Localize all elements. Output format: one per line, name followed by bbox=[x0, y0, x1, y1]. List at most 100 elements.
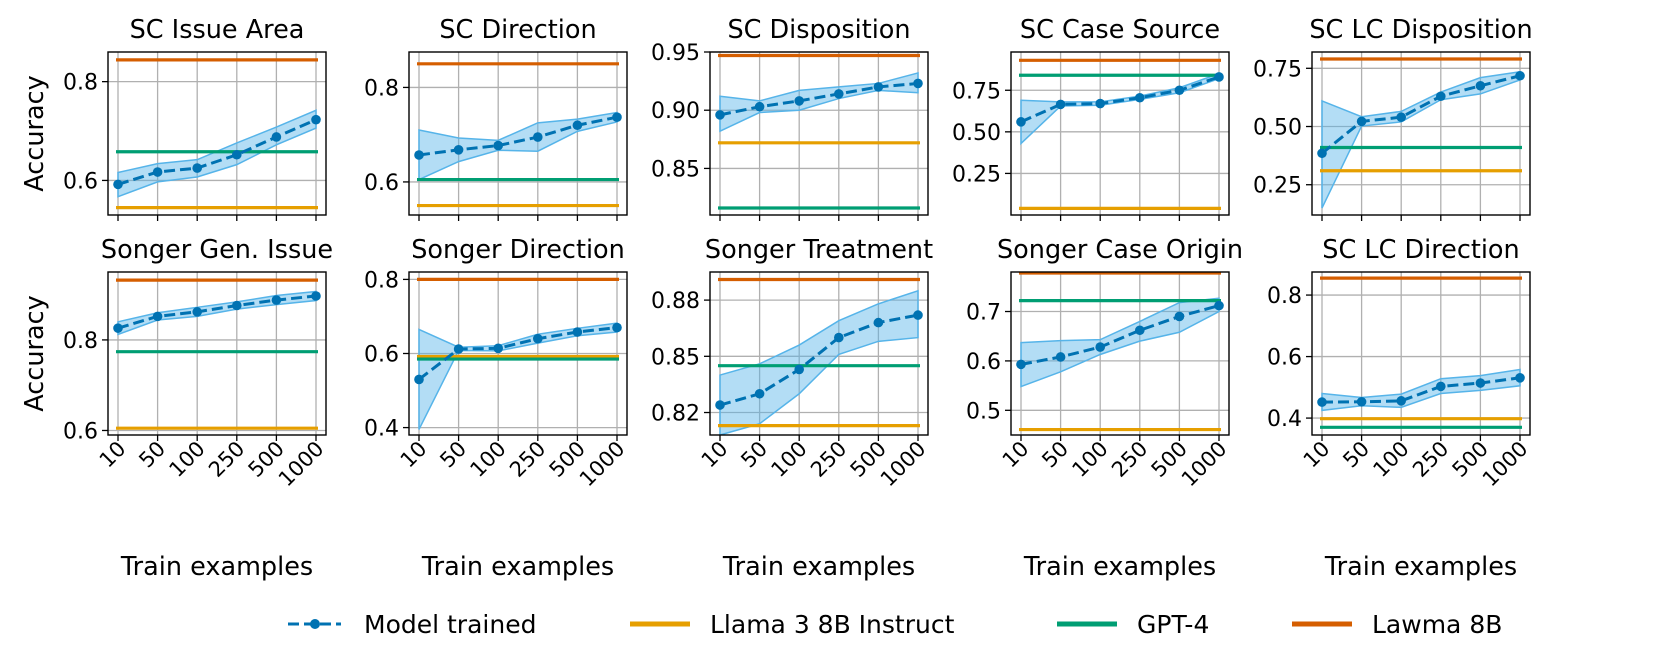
axes-frame bbox=[709, 51, 929, 216]
data-point bbox=[1436, 91, 1446, 102]
data-point bbox=[271, 295, 282, 305]
data-point bbox=[1515, 372, 1525, 383]
series-line-model-trained bbox=[719, 81, 919, 117]
x-tick-label: 10 bbox=[95, 437, 131, 473]
x-tick-label: 250 bbox=[1107, 437, 1152, 482]
x-tick-label: 100 bbox=[465, 437, 510, 482]
x-axis-label: Train examples bbox=[120, 552, 313, 582]
subplot-title: Songer Treatment bbox=[705, 235, 933, 265]
y-tick-label: 0.8 bbox=[1267, 284, 1302, 309]
data-point bbox=[192, 307, 202, 317]
y-tick-label: 0.25 bbox=[1253, 174, 1302, 199]
y-tick-label: 0.4 bbox=[1267, 407, 1302, 432]
data-point bbox=[834, 89, 844, 99]
x-tick-label: 250 bbox=[1408, 437, 1453, 482]
data-point bbox=[533, 333, 543, 344]
series-line-model-trained bbox=[117, 118, 317, 186]
subplot-sc-issue-area: 0.6 0.8 SC Issue Area Accuracy bbox=[20, 15, 327, 221]
legend-label: Lawma 8B bbox=[1372, 610, 1502, 639]
axes-frame bbox=[1010, 271, 1230, 436]
data-point bbox=[1396, 396, 1406, 406]
axes-frame bbox=[408, 51, 628, 216]
subplot-title: SC Direction bbox=[439, 15, 596, 45]
data-point bbox=[493, 343, 504, 354]
legend-item-lawma-8b: Lawma 8B bbox=[1292, 610, 1502, 639]
x-tick-label: 50 bbox=[1037, 437, 1073, 473]
x-tick-label: 10 bbox=[396, 437, 432, 473]
data-point bbox=[1214, 72, 1224, 82]
axes-frame bbox=[709, 271, 929, 436]
data-point bbox=[1135, 92, 1145, 103]
data-point bbox=[311, 291, 321, 301]
confidence-band bbox=[418, 322, 618, 430]
confidence-band bbox=[117, 109, 317, 198]
x-tick-label: 100 bbox=[1368, 437, 1413, 482]
confidence-band bbox=[117, 290, 317, 336]
y-tick-label: 0.25 bbox=[952, 162, 1001, 187]
series-line-model-trained bbox=[418, 115, 618, 157]
subplot-title: SC Case Source bbox=[1020, 15, 1220, 45]
data-point bbox=[232, 149, 242, 160]
x-tick-label: 50 bbox=[435, 437, 471, 473]
data-point bbox=[873, 317, 884, 328]
y-tick-label: 0.4 bbox=[364, 417, 399, 442]
x-tick-label: 100 bbox=[164, 437, 209, 482]
data-point bbox=[1135, 325, 1145, 336]
subplot-grid: 0.6 0.8 SC Issue Area Accuracy 0.6 0.8 SC Dire… bbox=[20, 15, 1533, 582]
axes-frame bbox=[1311, 51, 1531, 216]
y-tick-label: 0.95 bbox=[651, 41, 700, 66]
data-point bbox=[1055, 352, 1066, 362]
confidence-band bbox=[1321, 70, 1521, 209]
subplot-title: SC Disposition bbox=[727, 15, 910, 45]
y-tick-label: 0.82 bbox=[651, 402, 700, 427]
legend-item-model-trained: Model trained bbox=[288, 610, 536, 639]
x-tick-label: 50 bbox=[1338, 437, 1374, 473]
data-point bbox=[715, 400, 725, 410]
subplot-sc-case-source: 0.25 0.50 0.75 SC Case Source bbox=[952, 15, 1230, 221]
confidence-band bbox=[1321, 368, 1521, 412]
data-point bbox=[311, 114, 321, 125]
data-point bbox=[271, 132, 282, 142]
data-point bbox=[834, 332, 844, 343]
y-tick-label: 0.5 bbox=[966, 399, 1001, 424]
y-axis-label: Accuracy bbox=[20, 295, 50, 411]
x-axis-label: Train examples bbox=[1324, 552, 1517, 582]
x-tick-label: 10 bbox=[697, 437, 733, 473]
x-tick-label: 1000 bbox=[1478, 437, 1533, 492]
y-tick-label: 0.6 bbox=[966, 350, 1001, 375]
x-tick-label: 250 bbox=[505, 437, 550, 482]
subplot-title: Songer Direction bbox=[411, 235, 625, 265]
data-point bbox=[1214, 300, 1224, 311]
axes-frame bbox=[1010, 51, 1230, 216]
subplot-sc-direction: 0.6 0.8 SC Direction bbox=[364, 15, 628, 221]
y-tick-label: 0.8 bbox=[364, 76, 399, 101]
data-point bbox=[1174, 311, 1185, 322]
y-tick-label: 0.90 bbox=[651, 99, 700, 124]
legend-item-gpt-4: GPT-4 bbox=[1057, 610, 1209, 639]
data-point bbox=[113, 179, 123, 190]
y-tick-label: 0.50 bbox=[1253, 116, 1302, 141]
data-point bbox=[1515, 70, 1525, 81]
data-point bbox=[1475, 80, 1486, 91]
data-point bbox=[1436, 381, 1446, 392]
x-tick-label: 50 bbox=[134, 437, 170, 473]
data-point bbox=[414, 374, 424, 385]
subplot-title: Songer Gen. Issue bbox=[101, 235, 333, 265]
subplot-sc-lc-disposition: 0.25 0.50 0.75 SC LC Disposition bbox=[1253, 15, 1533, 221]
data-point bbox=[913, 78, 923, 89]
series-line-model-trained bbox=[1321, 376, 1521, 404]
x-axis-label: Train examples bbox=[722, 552, 915, 582]
data-point bbox=[453, 145, 464, 155]
confidence-band bbox=[418, 111, 618, 181]
data-point bbox=[1356, 116, 1367, 127]
data-point bbox=[1396, 112, 1406, 122]
data-point bbox=[913, 310, 923, 320]
data-point bbox=[572, 327, 583, 337]
y-tick-label: 0.6 bbox=[364, 343, 399, 368]
subplot-sc-disposition: 0.85 0.90 0.95 SC Disposition bbox=[651, 15, 929, 221]
series-line-model-trained bbox=[1020, 75, 1220, 124]
data-point bbox=[192, 163, 202, 173]
data-point bbox=[612, 322, 622, 333]
series-line-model-trained bbox=[1321, 74, 1521, 155]
